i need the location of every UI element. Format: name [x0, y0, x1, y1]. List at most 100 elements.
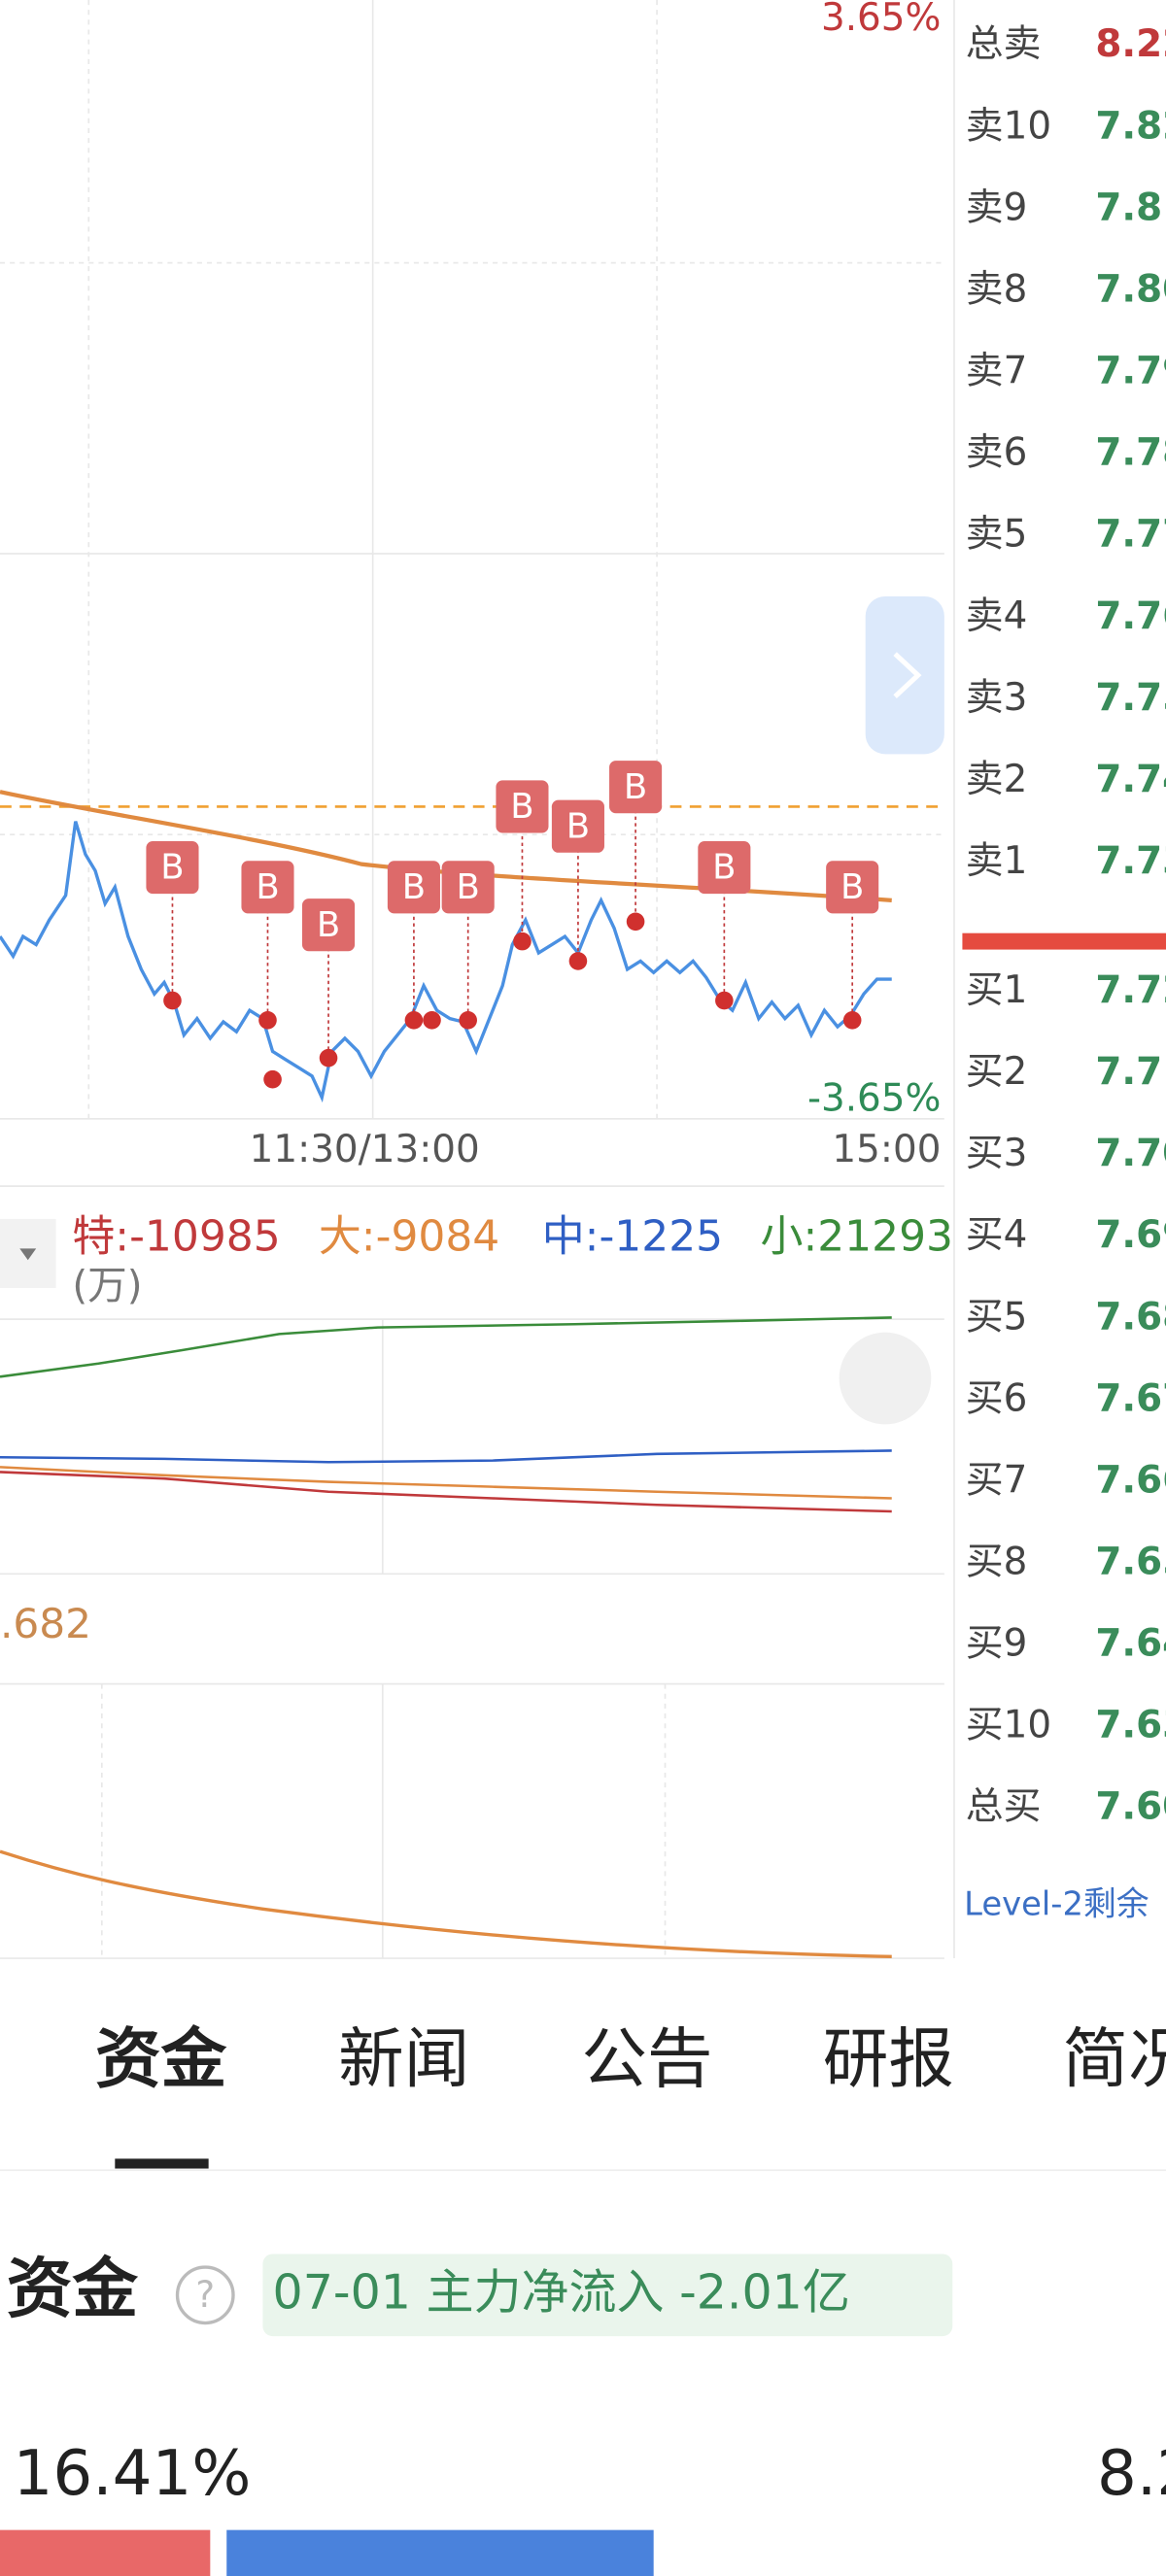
marker-box: [609, 761, 663, 814]
book-label: 总买: [966, 1785, 1042, 1829]
tab-bar: 资金 新闻 公告 研报 简况: [95, 2020, 1166, 2097]
flow-line: [0, 1449, 892, 1464]
marker-box: [698, 840, 751, 895]
order-book: 总卖 8.22 卖10 7.82 卖9 7.81 卖8 7.80 卖7 7.79 卖6 7.78 卖5 7…: [966, 22, 1166, 1829]
book-label: 买6: [966, 1376, 1028, 1420]
marker-dot: [842, 1011, 862, 1030]
flow-medium: 中:-1225: [542, 1211, 723, 1261]
marker-dot: [319, 1048, 338, 1068]
book-price: 7.79: [1095, 350, 1166, 393]
book-label: 卖2: [966, 758, 1028, 801]
book-separator: [962, 932, 1166, 950]
badge-text: 07-01 主力净流入 -2.01亿: [273, 2263, 850, 2320]
flow-special: 特:-10985: [72, 1211, 280, 1261]
marker-box: [387, 861, 440, 914]
price-chart: [0, 0, 944, 1120]
marker-label: B: [510, 787, 533, 827]
flow-bar: [0, 2529, 211, 2576]
marker-box: [496, 780, 549, 833]
marker-dot: [459, 1011, 477, 1030]
section-title: 资金: [7, 2251, 139, 2327]
book-price: 7.81: [1095, 186, 1166, 229]
marker-dot: [626, 912, 645, 932]
flow-small: 小:21293: [761, 1211, 953, 1261]
marker-dot: [715, 991, 734, 1010]
book-label: 卖4: [966, 594, 1028, 638]
book-label: 卖10: [966, 104, 1051, 148]
book-price: 7.75: [1095, 676, 1166, 720]
unit: (万): [72, 1262, 142, 1308]
book-price: 7.71: [1095, 1050, 1166, 1094]
book-label: 卖5: [966, 513, 1028, 557]
marker-box: [441, 861, 495, 914]
book-price: 8.22: [1095, 22, 1166, 66]
book-price: 7.77: [1095, 513, 1166, 557]
book-price: 7.70: [1095, 1132, 1166, 1175]
marker-label: B: [566, 806, 590, 846]
book-label: 买1: [966, 968, 1028, 1012]
book-price: 7.65: [1095, 1540, 1166, 1583]
book-price: 7.63: [1095, 1704, 1166, 1747]
marker-dot: [163, 991, 182, 1010]
lower-value: .682: [0, 1600, 91, 1647]
flow-line: [0, 1471, 892, 1513]
book-price: 7.80: [1095, 268, 1166, 312]
tab[interactable]: 公告: [581, 2020, 712, 2097]
book-label: 卖7: [966, 350, 1028, 393]
book-price: 7.60: [1095, 1785, 1166, 1829]
book-price: 7.68: [1095, 1295, 1166, 1339]
trade-markers: B BBB BB BBB B: [146, 761, 879, 1089]
badge: [262, 2254, 953, 2337]
arrow-icon: [893, 652, 922, 698]
book-label: 卖9: [966, 186, 1028, 229]
marker-box: [301, 898, 356, 952]
tab[interactable]: 新闻: [338, 2020, 469, 2097]
level2-link[interactable]: Level-2剩余: [964, 1884, 1149, 1922]
help-glyph: ?: [195, 2273, 215, 2316]
marker-box: [551, 799, 604, 853]
marker-label: B: [624, 767, 647, 807]
book-price: 7.76: [1095, 594, 1166, 638]
fullscreen-button[interactable]: [839, 1332, 932, 1425]
flow-line: [0, 1466, 892, 1500]
marker-label: B: [840, 867, 864, 907]
tab-underline: [115, 2158, 209, 2169]
time-label: 15:00: [832, 1128, 941, 1171]
right-value: 8.2: [1097, 2437, 1166, 2510]
flow-line: [0, 1316, 892, 1378]
marker-label: B: [457, 867, 480, 907]
top-pct: 3.65%: [821, 0, 941, 40]
book-label: 买3: [966, 1132, 1028, 1175]
book-price: 7.74: [1095, 758, 1166, 801]
book-price: 7.72: [1095, 968, 1166, 1012]
book-label: 卖8: [966, 268, 1028, 312]
bottom-pct: -3.65%: [807, 1077, 941, 1121]
book-label: 买9: [966, 1622, 1028, 1666]
book-label: 总卖: [966, 22, 1042, 66]
price-line: [0, 821, 892, 1103]
tab[interactable]: 研报: [823, 2020, 954, 2097]
book-label: 买2: [966, 1050, 1028, 1094]
book-label: 买8: [966, 1540, 1028, 1583]
book-price: 7.82: [1095, 104, 1166, 148]
tab[interactable]: 简况: [1063, 2020, 1166, 2097]
marker-dot: [263, 1069, 282, 1089]
marker-label: B: [160, 848, 184, 888]
book-price: 7.64: [1095, 1622, 1166, 1666]
book-price: 7.78: [1095, 431, 1166, 475]
lower-line: [0, 1849, 892, 1959]
marker-label: B: [402, 867, 426, 907]
help-icon[interactable]: [175, 2265, 235, 2325]
marker-dot: [568, 952, 588, 970]
marker-box: [146, 840, 199, 895]
book-label: 买4: [966, 1213, 1028, 1257]
marker-box: [826, 861, 879, 914]
expand-tab[interactable]: [865, 595, 944, 755]
marker-dot: [513, 932, 532, 951]
book-price: 7.66: [1095, 1458, 1166, 1502]
left-pct: 16.41%: [14, 2437, 252, 2510]
book-label: 买10: [966, 1704, 1051, 1747]
tab[interactable]: 资金: [95, 2020, 227, 2097]
book-label: 卖3: [966, 676, 1028, 720]
